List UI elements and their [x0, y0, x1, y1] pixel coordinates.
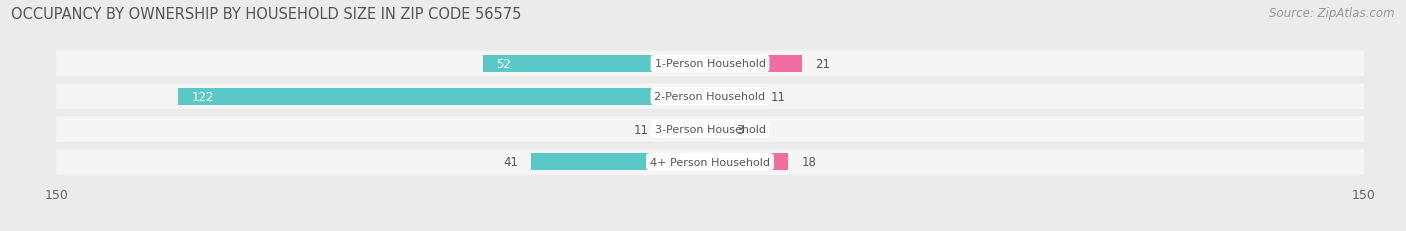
FancyBboxPatch shape	[56, 149, 1364, 175]
Text: 1-Person Household: 1-Person Household	[655, 59, 765, 69]
Bar	[710, 121, 723, 138]
FancyBboxPatch shape	[56, 117, 1364, 142]
Bar	[710, 88, 758, 105]
FancyBboxPatch shape	[56, 84, 1364, 109]
Text: 4+ Person Household: 4+ Person Household	[650, 157, 770, 167]
Bar	[484, 56, 710, 73]
Bar	[710, 56, 801, 73]
Text: Source: ZipAtlas.com: Source: ZipAtlas.com	[1270, 7, 1395, 20]
Bar	[710, 154, 789, 171]
Text: 41: 41	[503, 156, 519, 169]
Text: 18: 18	[801, 156, 817, 169]
FancyBboxPatch shape	[56, 52, 1364, 77]
Text: 3: 3	[737, 123, 744, 136]
Text: 52: 52	[496, 58, 512, 71]
Bar	[531, 154, 710, 171]
Text: 11: 11	[770, 90, 786, 103]
Bar	[662, 121, 710, 138]
Bar	[179, 88, 710, 105]
Text: OCCUPANCY BY OWNERSHIP BY HOUSEHOLD SIZE IN ZIP CODE 56575: OCCUPANCY BY OWNERSHIP BY HOUSEHOLD SIZE…	[11, 7, 522, 22]
Text: 21: 21	[814, 58, 830, 71]
Text: 3-Person Household: 3-Person Household	[655, 125, 765, 134]
Text: 2-Person Household: 2-Person Household	[654, 92, 766, 102]
Text: 11: 11	[634, 123, 650, 136]
Text: 122: 122	[191, 90, 214, 103]
